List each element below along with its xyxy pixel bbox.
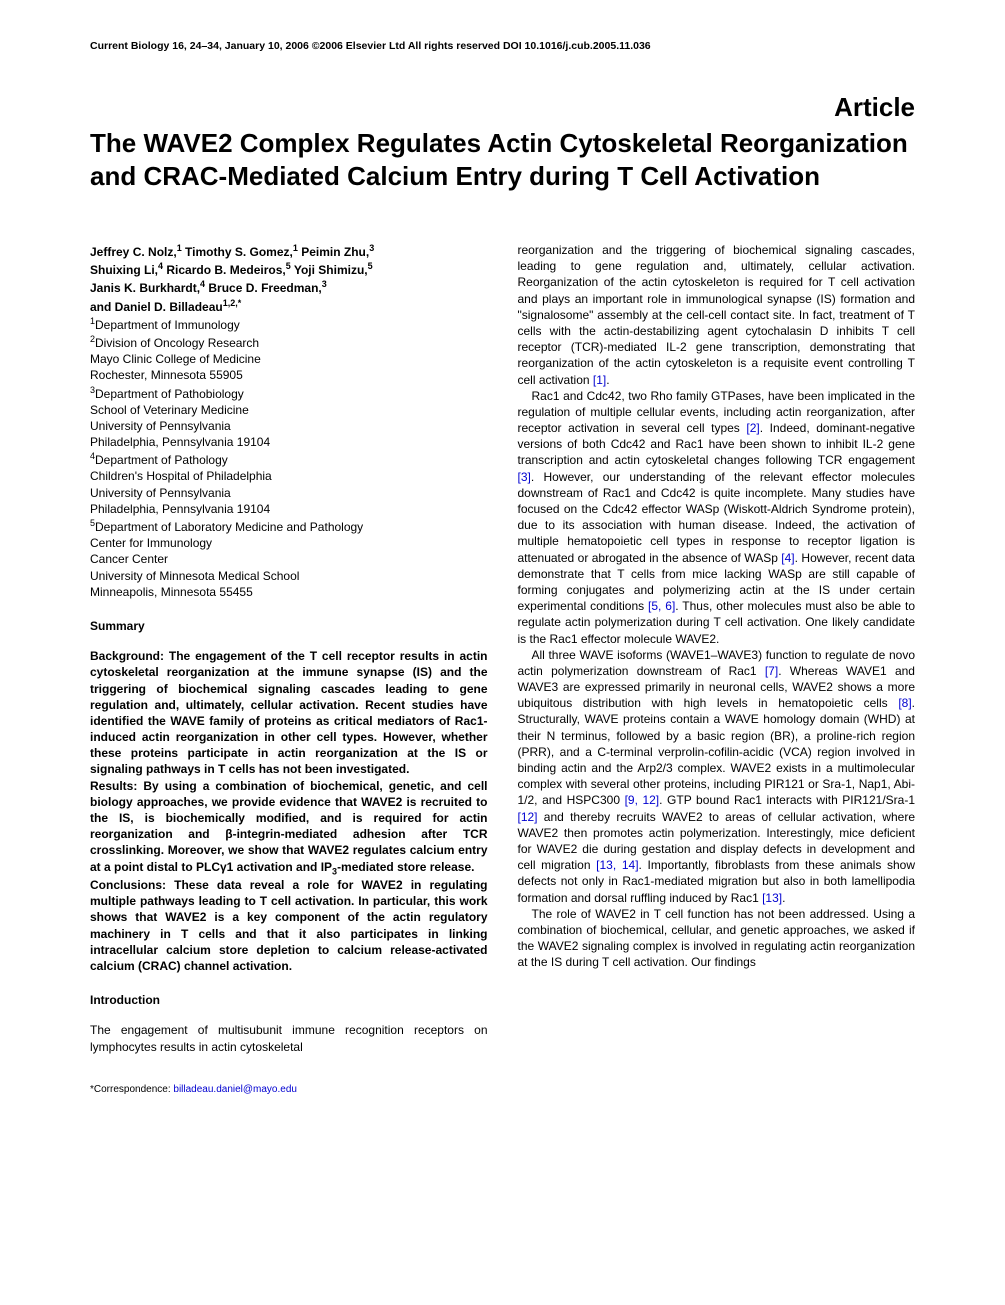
author-affil-sup: 3	[369, 243, 374, 253]
author-name: Shuixing Li,	[90, 263, 158, 277]
journal-header: Current Biology 16, 24–34, January 10, 2…	[90, 40, 915, 52]
intro-paragraph-3: All three WAVE isoforms (WAVE1–WAVE3) fu…	[518, 647, 916, 906]
body-text: . Structurally, WAVE proteins contain a …	[518, 696, 916, 807]
two-column-layout: Jeffrey C. Nolz,1 Timothy S. Gomez,1 Pei…	[90, 242, 915, 1096]
background-text: The engagement of the T cell receptor re…	[90, 649, 488, 776]
affiliation: Center for Immunology	[90, 535, 488, 551]
correspondence-footer: *Correspondence: billadeau.daniel@mayo.e…	[90, 1083, 488, 1096]
affiliation: University of Pennsylvania	[90, 485, 488, 501]
summary-heading: Summary	[90, 618, 488, 634]
body-text: . GTP bound Rac1 interacts with PIR121/S…	[659, 793, 915, 807]
citation-ref[interactable]: [12]	[518, 810, 538, 824]
affiliation: 1Department of Immunology	[90, 315, 488, 333]
affiliation: School of Veterinary Medicine	[90, 402, 488, 418]
author-affil-sup: 5	[368, 261, 373, 271]
affiliation: Mayo Clinic College of Medicine	[90, 351, 488, 367]
author-name: Timothy S. Gomez,	[182, 245, 293, 259]
results-text-2: -mediated store release.	[337, 860, 474, 874]
affiliation: Cancer Center	[90, 551, 488, 567]
affil-text: Department of Pathobiology	[95, 387, 244, 401]
affiliation: Rochester, Minnesota 55905	[90, 367, 488, 383]
citation-ref[interactable]: [4]	[781, 551, 794, 565]
author-name: Ricardo B. Medeiros,	[163, 263, 286, 277]
intro-paragraph-4: The role of WAVE2 in T cell function has…	[518, 906, 916, 971]
article-type-tag: Article	[90, 92, 915, 123]
body-text: reorganization and the triggering of bio…	[518, 243, 916, 387]
authors-list: Jeffrey C. Nolz,1 Timothy S. Gomez,1 Pei…	[90, 242, 488, 315]
affiliation: 4Department of Pathology	[90, 450, 488, 468]
author-affil-sup: 3	[322, 279, 327, 289]
affiliation: 2Division of Oncology Research	[90, 333, 488, 351]
affiliation: Philadelphia, Pennsylvania 19104	[90, 501, 488, 517]
intro-paragraph-1-start: The engagement of multisubunit immune re…	[90, 1022, 488, 1054]
article-title: The WAVE2 Complex Regulates Actin Cytosk…	[90, 127, 915, 192]
citation-ref[interactable]: [8]	[898, 696, 911, 710]
affiliation: 3Department of Pathobiology	[90, 384, 488, 402]
affiliation: 5Department of Laboratory Medicine and P…	[90, 517, 488, 535]
affiliation: University of Pennsylvania	[90, 418, 488, 434]
background-label: Background:	[90, 649, 164, 663]
right-column: reorganization and the triggering of bio…	[518, 242, 916, 1096]
intro-paragraph-1-cont: reorganization and the triggering of bio…	[518, 242, 916, 388]
summary-results: Results: By using a combination of bioch…	[90, 778, 488, 877]
introduction-heading: Introduction	[90, 992, 488, 1008]
citation-ref[interactable]: [13, 14]	[596, 858, 638, 872]
correspondence-label: *Correspondence:	[90, 1084, 173, 1095]
author-name: and Daniel D. Billadeau	[90, 300, 223, 314]
affil-text: Department of Pathology	[95, 453, 228, 467]
citation-ref[interactable]: [13]	[762, 891, 782, 905]
body-text: .	[782, 891, 785, 905]
affiliation: Children's Hospital of Philadelphia	[90, 468, 488, 484]
affiliation: University of Minnesota Medical School	[90, 568, 488, 584]
body-text: .	[606, 373, 609, 387]
citation-ref[interactable]: [9, 12]	[625, 793, 660, 807]
affil-text: Department of Immunology	[95, 318, 240, 332]
author-name: Yoji Shimizu,	[291, 263, 368, 277]
intro-paragraph-2: Rac1 and Cdc42, two Rho family GTPases, …	[518, 388, 916, 647]
citation-ref[interactable]: [3]	[518, 470, 531, 484]
left-column: Jeffrey C. Nolz,1 Timothy S. Gomez,1 Pei…	[90, 242, 488, 1096]
author-name: Bruce D. Freedman,	[205, 281, 322, 295]
author-name: Janis K. Burkhardt,	[90, 281, 200, 295]
citation-ref[interactable]: [5, 6]	[648, 599, 675, 613]
author-affil-sup: 1,2,*	[223, 298, 242, 308]
author-name: Peimin Zhu,	[298, 245, 369, 259]
correspondence-email[interactable]: billadeau.daniel@mayo.edu	[173, 1084, 297, 1095]
affiliation: Philadelphia, Pennsylvania 19104	[90, 434, 488, 450]
summary-background: Background: The engagement of the T cell…	[90, 648, 488, 778]
author-name: Jeffrey C. Nolz,	[90, 245, 177, 259]
citation-ref[interactable]: [1]	[593, 373, 606, 387]
results-label: Results:	[90, 779, 137, 793]
conclusions-label: Conclusions:	[90, 878, 166, 892]
affil-text: Department of Laboratory Medicine and Pa…	[95, 520, 363, 534]
affiliation: Minneapolis, Minnesota 55455	[90, 584, 488, 600]
conclusions-text: These data reveal a role for WAVE2 in re…	[90, 878, 488, 973]
citation-ref[interactable]: [2]	[746, 421, 759, 435]
summary-conclusions: Conclusions: These data reveal a role fo…	[90, 877, 488, 974]
affil-text: Division of Oncology Research	[95, 336, 259, 350]
citation-ref[interactable]: [7]	[765, 664, 778, 678]
